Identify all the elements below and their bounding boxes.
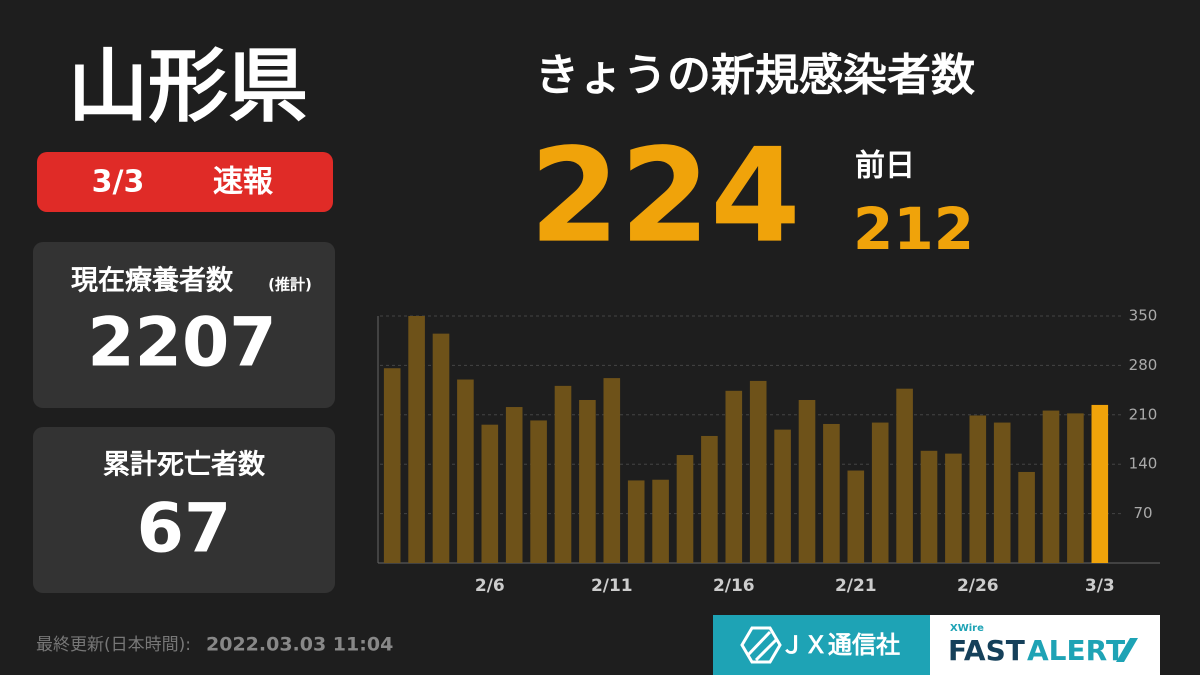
bar (969, 415, 987, 563)
fast-text: FAST (948, 634, 1025, 667)
updated-time: 2022.03.03 11:04 (206, 634, 393, 656)
alert-text: ALERT (1027, 634, 1125, 667)
xwire-text: XWire (950, 623, 984, 634)
bar (554, 385, 572, 563)
x-tick-label: 2/11 (591, 576, 633, 596)
previous-label: 前日 (855, 149, 915, 184)
bar (920, 450, 938, 563)
bar (1042, 410, 1060, 563)
x-tick-label: 2/21 (835, 576, 877, 596)
bar (945, 453, 962, 563)
y-tick-label: 70 (1133, 504, 1152, 522)
bar (701, 435, 718, 563)
badge-date: 3/3 (92, 165, 145, 200)
bar (749, 380, 767, 563)
card (33, 242, 335, 408)
bar (1091, 404, 1109, 563)
bar (1067, 413, 1084, 563)
badge (37, 152, 333, 212)
headline-title: きょうの新規感染者数 (535, 50, 975, 101)
jx-logo (713, 615, 930, 675)
y-tick-label: 210 (1129, 405, 1158, 423)
bar (505, 407, 523, 563)
card-note: (推計) (268, 276, 312, 294)
bar (383, 368, 401, 563)
bar (823, 423, 840, 563)
updated-label: 最終更新(日本時間): (36, 635, 191, 655)
x-tick-label: 2/16 (713, 576, 755, 596)
bar (408, 316, 425, 563)
bar (871, 422, 889, 563)
bar (896, 388, 913, 563)
bar (432, 333, 450, 563)
bar (798, 399, 816, 563)
card-value: 67 (137, 490, 232, 569)
y-tick-label: 140 (1129, 455, 1158, 473)
x-tick-label: 2/6 (475, 576, 505, 596)
card-value: 2207 (87, 304, 276, 383)
card-label: 現在療養者数 (71, 265, 233, 297)
previous-value: 212 (853, 195, 974, 263)
bar (676, 455, 694, 563)
card-label: 累計死亡者数 (103, 450, 265, 481)
bar (847, 470, 865, 563)
fastalert-logo (930, 615, 1160, 675)
jx-text: ＪＸ通信社 (780, 631, 900, 659)
bar (530, 420, 547, 563)
x-tick-label: 3/3 (1085, 576, 1115, 596)
y-tick-label: 350 (1129, 307, 1158, 325)
jx-icon (740, 626, 782, 664)
badge-tag: 速報 (213, 165, 274, 200)
bar (774, 429, 791, 563)
bar (481, 424, 499, 563)
bar (1018, 471, 1035, 563)
bar (627, 480, 645, 563)
y-tick-label: 280 (1129, 356, 1158, 374)
bar (579, 399, 596, 563)
bar (725, 390, 743, 563)
logo-mark (1116, 638, 1138, 662)
bar (652, 479, 669, 563)
x-tick-label: 2/26 (957, 576, 999, 596)
bar (457, 379, 474, 563)
bar (993, 422, 1011, 563)
prefecture: 山形県 (68, 40, 308, 133)
card (33, 427, 335, 593)
today-value: 224 (529, 120, 800, 272)
bar (603, 378, 621, 563)
